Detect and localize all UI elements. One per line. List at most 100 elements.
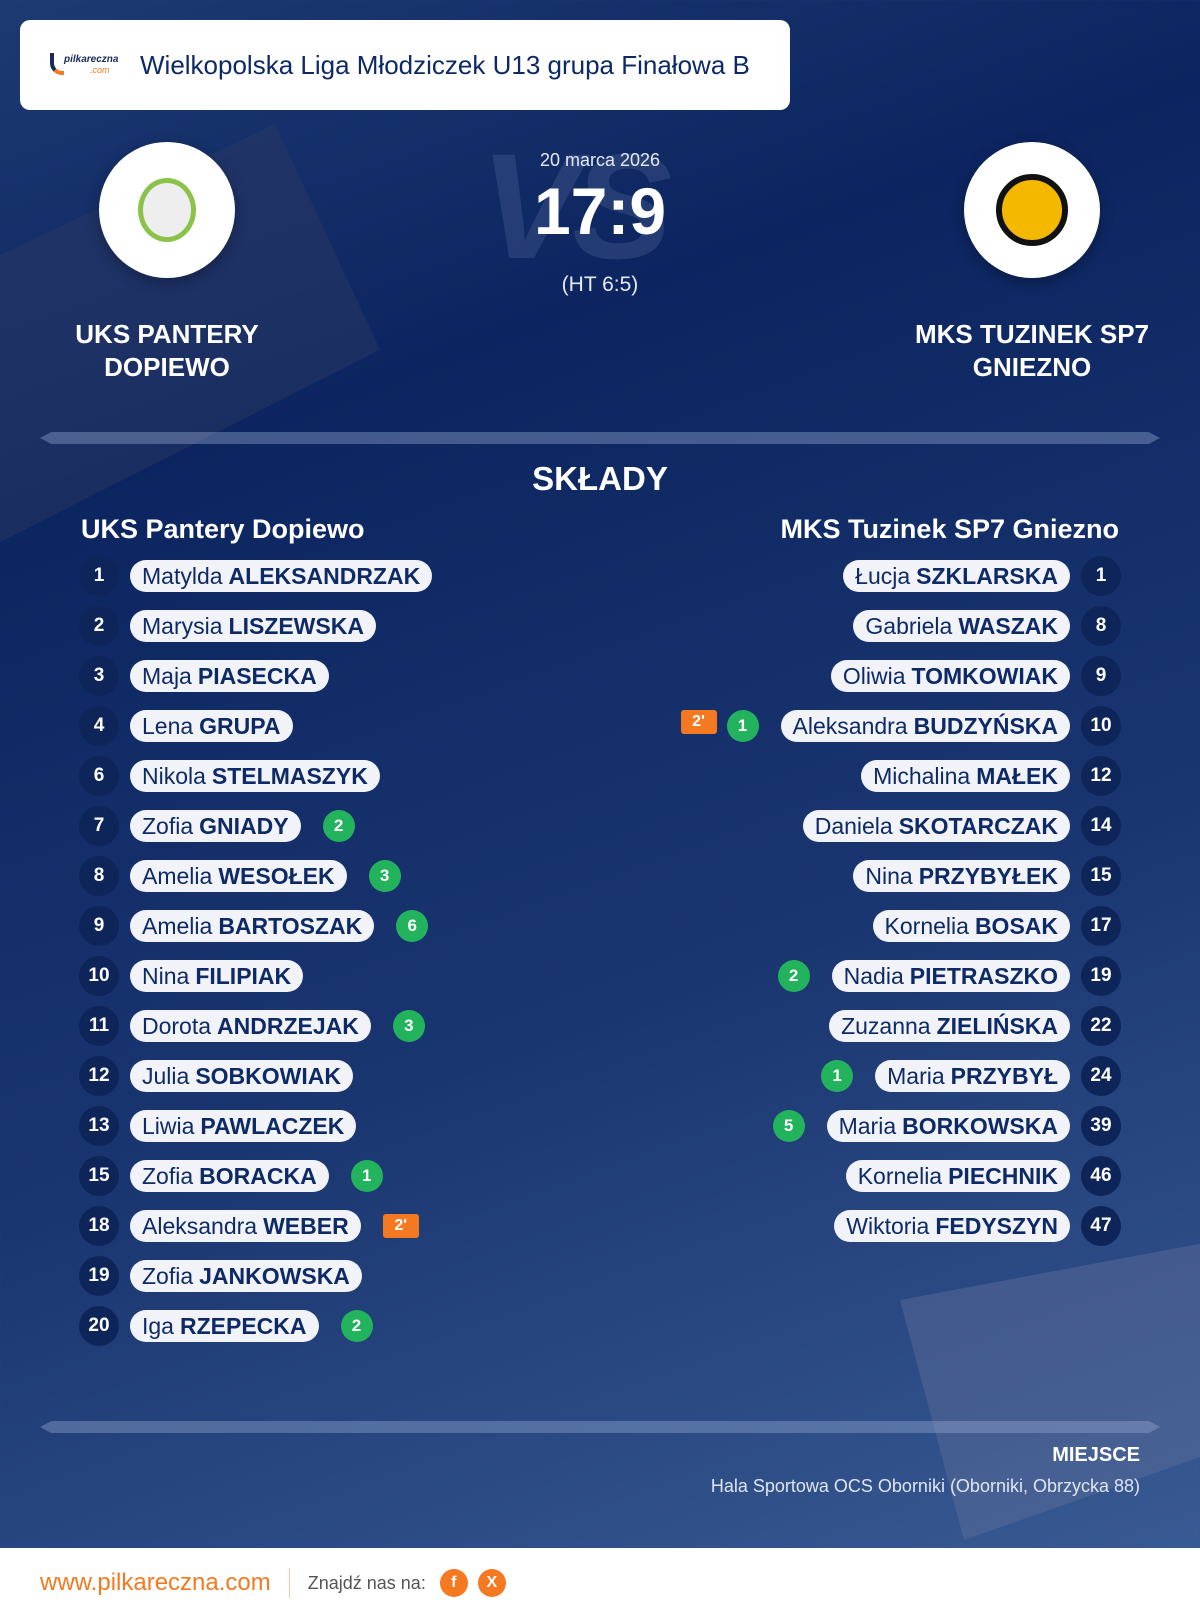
goals-badge: 3 [368, 860, 401, 892]
player-name[interactable]: Amelia BARTOSZAK [130, 910, 375, 942]
player-name[interactable]: Daniela SKOTARCZAK [802, 810, 1070, 842]
separator [288, 1568, 290, 1598]
player-name[interactable]: Maria PRZYBYŁ [875, 1060, 1070, 1092]
player-number: 3 [79, 656, 119, 696]
player-name[interactable]: Zofia GNIADY [130, 810, 301, 842]
player-number: 19 [1081, 956, 1121, 996]
player-number: 6 [79, 756, 119, 796]
player-number: 17 [1081, 906, 1121, 946]
player-number: 11 [79, 1006, 119, 1046]
player-row: 22 Zuzanna ZIELIŃSKA [829, 1006, 1121, 1046]
player-row: 39 Maria BORKOWSKA 5 [772, 1106, 1121, 1146]
site-link[interactable]: www.pilkareczna.com [40, 1569, 271, 1596]
player-number: 47 [1081, 1206, 1121, 1246]
player-name[interactable]: Wiktoria FEDYSZYN [834, 1210, 1070, 1242]
handball-player-icon [50, 53, 64, 75]
player-first-name: Marysia [142, 612, 223, 639]
player-name[interactable]: Lena GRUPA [130, 710, 293, 742]
player-last-name: PAWLACZEK [200, 1112, 345, 1139]
player-name[interactable]: Maja PIASECKA [130, 660, 329, 692]
player-first-name: Kornelia [857, 1162, 943, 1189]
player-number: 22 [1081, 1006, 1121, 1046]
player-row: 2 Marysia LISZEWSKA [79, 606, 376, 646]
player-last-name: PIASECKA [197, 662, 317, 689]
player-last-name: TOMKOWIAK [911, 662, 1058, 689]
vs-watermark: VS [480, 122, 672, 290]
panther-crest-icon [138, 178, 196, 242]
player-events: 5 [772, 1110, 805, 1142]
player-name[interactable]: Iga RZEPECKA [130, 1310, 319, 1342]
player-name[interactable]: Liwia PAWLACZEK [130, 1110, 357, 1142]
player-name[interactable]: Kornelia BOSAK [872, 910, 1070, 942]
player-first-name: Zofia [142, 1162, 194, 1189]
away-team-crest [964, 142, 1100, 278]
player-row: 13 Liwia PAWLACZEK [79, 1106, 357, 1146]
player-name[interactable]: Gabriela WASZAK [853, 610, 1070, 642]
player-first-name: Daniela [814, 812, 893, 839]
player-first-name: Kornelia [884, 912, 969, 939]
player-last-name: BUDZYŃSKA [913, 712, 1058, 739]
player-last-name: GRUPA [199, 712, 281, 739]
player-first-name: Maria [887, 1062, 945, 1089]
player-row: 20 Iga RZEPECKA 2 [79, 1306, 373, 1346]
player-name[interactable]: Nina FILIPIAK [130, 960, 304, 992]
player-last-name: WEBER [263, 1212, 349, 1239]
player-row: 11 Dorota ANDRZEJAK 3 [79, 1006, 425, 1046]
divider [40, 1421, 1160, 1433]
player-name[interactable]: Amelia WESOŁEK [130, 860, 347, 892]
player-first-name: Wiktoria [846, 1212, 930, 1239]
player-row: 9 Oliwia TOMKOWIAK [830, 656, 1121, 696]
player-last-name: ZIELIŃSKA [936, 1012, 1058, 1039]
player-name[interactable]: Zofia JANKOWSKA [130, 1260, 362, 1292]
player-row: 8 Amelia WESOŁEK 3 [79, 856, 401, 896]
player-first-name: Oliwia [842, 662, 906, 689]
player-name[interactable]: Aleksandra BUDZYŃSKA [780, 710, 1070, 742]
player-events: 1 [350, 1160, 383, 1192]
player-row: 7 Zofia GNIADY 2 [79, 806, 355, 846]
player-number: 9 [1081, 656, 1121, 696]
venue-value: Hala Sportowa OCS Oborniki (Oborniki, Ob… [710, 1476, 1140, 1496]
player-name[interactable]: Matylda ALEKSANDRZAK [130, 560, 433, 592]
player-name[interactable]: Oliwia TOMKOWIAK [830, 660, 1070, 692]
player-number: 8 [1081, 606, 1121, 646]
player-name[interactable]: Łucja SZKLARSKA [843, 560, 1070, 592]
player-name[interactable]: Nikola STELMASZYK [130, 760, 380, 792]
player-name[interactable]: Julia SOBKOWIAK [130, 1060, 353, 1092]
player-first-name: Nikola [142, 762, 206, 789]
player-name[interactable]: Michalina MAŁEK [861, 760, 1070, 792]
player-name[interactable]: Dorota ANDRZEJAK [130, 1010, 371, 1042]
logo-suffix: .com [90, 65, 110, 75]
player-events: 3 [368, 860, 401, 892]
player-first-name: Gabriela [865, 612, 953, 639]
player-events: 6 [396, 910, 429, 942]
player-last-name: PIETRASZKO [909, 962, 1058, 989]
player-name[interactable]: Nadia PIETRASZKO [831, 960, 1070, 992]
player-row: 15 Nina PRZYBYŁEK [853, 856, 1121, 896]
footer: www.pilkareczna.com Znajdź nas na: f X [0, 1548, 1200, 1618]
player-row: 18 Aleksandra WEBER 2' [79, 1206, 419, 1246]
player-name[interactable]: Maria BORKOWSKA [826, 1110, 1070, 1142]
player-events: 1 2' [680, 710, 759, 742]
goals-badge: 6 [396, 910, 429, 942]
player-first-name: Dorota [142, 1012, 212, 1039]
player-first-name: Amelia [142, 912, 213, 939]
player-row: 4 Lena GRUPA [79, 706, 293, 746]
player-last-name: SKOTARCZAK [898, 812, 1058, 839]
player-name[interactable]: Zofia BORACKA [130, 1160, 329, 1192]
player-first-name: Julia [142, 1062, 190, 1089]
x-icon[interactable]: X [477, 1569, 506, 1597]
player-name[interactable]: Kornelia PIECHNIK [845, 1160, 1070, 1192]
player-first-name: Matylda [142, 562, 223, 589]
away-lineup-title: MKS Tuzinek SP7 Gniezno [780, 514, 1119, 544]
player-last-name: PRZYBYŁ [950, 1062, 1058, 1089]
player-name[interactable]: Aleksandra WEBER [130, 1210, 361, 1242]
player-events: 3 [392, 1010, 425, 1042]
player-name[interactable]: Zuzanna ZIELIŃSKA [829, 1010, 1070, 1042]
lineups-title: SKŁADY [532, 460, 668, 497]
player-name[interactable]: Marysia LISZEWSKA [130, 610, 376, 642]
player-name[interactable]: Nina PRZYBYŁEK [853, 860, 1070, 892]
pilkareczna-logo[interactable]: pilkareczna .com [50, 51, 120, 79]
player-last-name: ANDRZEJAK [217, 1012, 359, 1039]
facebook-icon[interactable]: f [439, 1569, 468, 1597]
player-first-name: Zuzanna [841, 1012, 931, 1039]
